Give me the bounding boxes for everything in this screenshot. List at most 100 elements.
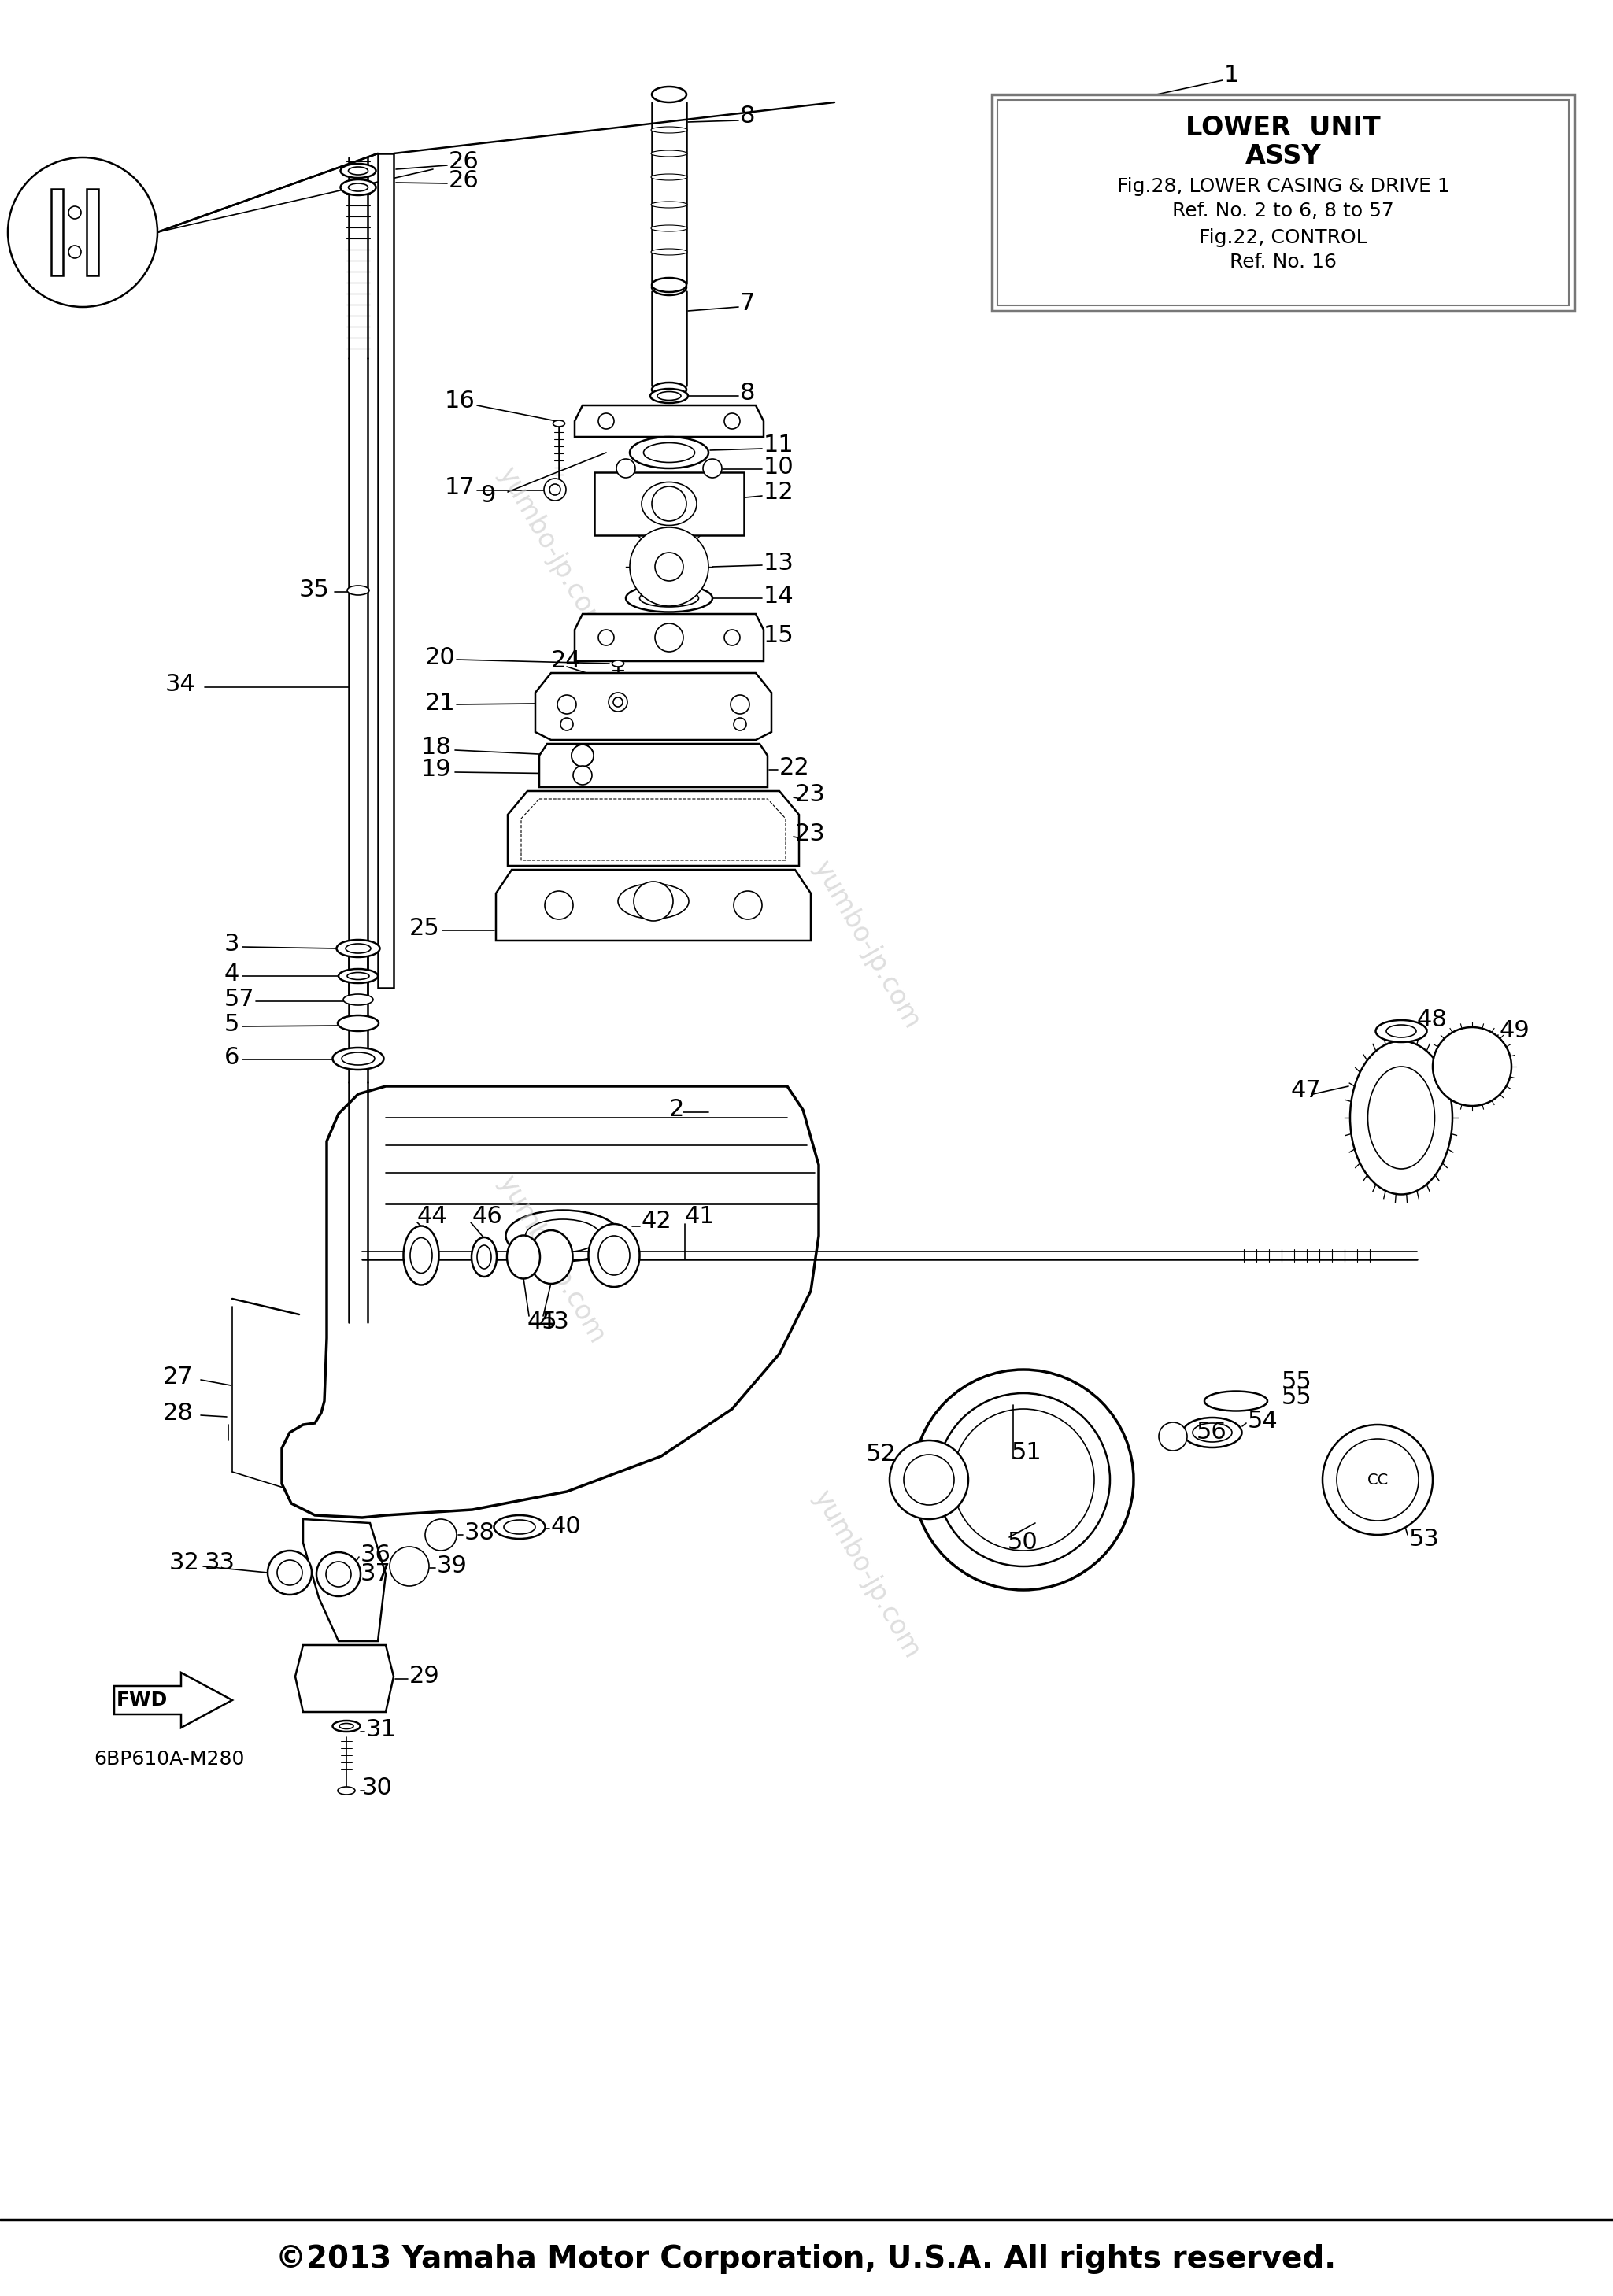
Ellipse shape	[913, 1371, 1134, 1589]
Text: Fig.22, CONTROL: Fig.22, CONTROL	[1198, 227, 1368, 248]
Text: 52: 52	[866, 1444, 897, 1465]
Ellipse shape	[347, 974, 369, 980]
Circle shape	[277, 1559, 302, 1584]
Ellipse shape	[337, 1786, 355, 1795]
Ellipse shape	[471, 1238, 497, 1277]
Text: 8: 8	[740, 381, 755, 404]
Ellipse shape	[589, 1224, 640, 1288]
Circle shape	[629, 528, 708, 606]
Text: 20: 20	[426, 645, 455, 668]
Text: ASSY: ASSY	[1245, 142, 1321, 170]
Text: 56: 56	[1197, 1421, 1227, 1444]
Ellipse shape	[506, 1210, 619, 1261]
Text: 14: 14	[763, 585, 794, 606]
Polygon shape	[87, 188, 98, 276]
Polygon shape	[574, 613, 763, 661]
Ellipse shape	[1386, 1024, 1416, 1038]
Circle shape	[571, 744, 594, 767]
Ellipse shape	[332, 1720, 360, 1731]
Text: 38: 38	[465, 1522, 495, 1545]
Ellipse shape	[339, 969, 377, 983]
Text: yumbo-jp.com: yumbo-jp.com	[492, 461, 610, 641]
Ellipse shape	[937, 1394, 1110, 1566]
Circle shape	[1337, 1440, 1418, 1520]
Circle shape	[326, 1561, 352, 1587]
Text: 21: 21	[426, 693, 455, 714]
Text: 34: 34	[165, 673, 195, 696]
Circle shape	[724, 629, 740, 645]
Ellipse shape	[345, 944, 371, 953]
Text: 23: 23	[795, 822, 826, 845]
Text: 25: 25	[410, 918, 440, 939]
Ellipse shape	[1205, 1391, 1268, 1412]
Ellipse shape	[340, 163, 376, 177]
Text: 42: 42	[642, 1210, 673, 1233]
Ellipse shape	[529, 1231, 573, 1283]
Text: 33: 33	[205, 1552, 235, 1573]
Text: 1: 1	[1224, 64, 1239, 87]
Ellipse shape	[652, 174, 687, 181]
Text: 37: 37	[361, 1564, 390, 1587]
Ellipse shape	[410, 1238, 432, 1274]
Ellipse shape	[506, 1235, 540, 1279]
Ellipse shape	[1376, 1019, 1428, 1042]
Text: 28: 28	[163, 1401, 194, 1424]
Text: 55: 55	[1282, 1371, 1311, 1394]
Text: 57: 57	[224, 987, 255, 1010]
Circle shape	[655, 625, 684, 652]
Circle shape	[68, 246, 81, 257]
Text: 5: 5	[224, 1013, 240, 1035]
Ellipse shape	[344, 994, 373, 1006]
Ellipse shape	[339, 1724, 353, 1729]
Ellipse shape	[618, 884, 689, 918]
Text: 47: 47	[1290, 1079, 1321, 1102]
Text: yumbo-jp.com: yumbo-jp.com	[492, 1171, 610, 1348]
Polygon shape	[115, 1671, 232, 1727]
Ellipse shape	[1368, 1068, 1434, 1169]
Ellipse shape	[652, 149, 687, 156]
Ellipse shape	[337, 939, 379, 957]
Circle shape	[598, 629, 615, 645]
Ellipse shape	[553, 420, 565, 427]
Ellipse shape	[652, 383, 687, 397]
Text: FWD: FWD	[116, 1690, 168, 1711]
Text: 18: 18	[421, 737, 452, 760]
Circle shape	[1432, 1026, 1511, 1107]
Circle shape	[550, 484, 560, 496]
Ellipse shape	[598, 1235, 629, 1274]
Circle shape	[8, 158, 158, 308]
Text: Ref. No. 16: Ref. No. 16	[1229, 253, 1337, 271]
Ellipse shape	[337, 1015, 379, 1031]
Circle shape	[558, 696, 576, 714]
Text: 23: 23	[795, 783, 826, 806]
Circle shape	[703, 459, 723, 478]
Text: 2: 2	[669, 1097, 684, 1120]
Polygon shape	[508, 792, 798, 866]
Ellipse shape	[652, 87, 687, 103]
Circle shape	[608, 693, 627, 712]
Ellipse shape	[348, 184, 368, 191]
Text: 39: 39	[437, 1554, 468, 1577]
Text: Ref. No. 2 to 6, 8 to 57: Ref. No. 2 to 6, 8 to 57	[1173, 202, 1394, 220]
Text: 50: 50	[1008, 1531, 1039, 1554]
Text: 35: 35	[298, 579, 329, 602]
Ellipse shape	[650, 388, 689, 404]
Polygon shape	[377, 154, 394, 987]
Circle shape	[634, 882, 673, 921]
Text: 40: 40	[552, 1515, 582, 1538]
Ellipse shape	[494, 1515, 545, 1538]
Circle shape	[560, 719, 573, 730]
Polygon shape	[52, 188, 63, 276]
Text: 11: 11	[763, 434, 794, 457]
Polygon shape	[992, 94, 1574, 310]
Circle shape	[598, 413, 615, 429]
Text: 9: 9	[481, 484, 495, 507]
Circle shape	[544, 478, 566, 501]
Text: 54: 54	[1248, 1410, 1277, 1433]
Polygon shape	[574, 406, 763, 436]
Text: 12: 12	[763, 480, 794, 503]
Ellipse shape	[348, 168, 368, 174]
Text: 26: 26	[448, 149, 479, 172]
Ellipse shape	[626, 585, 713, 613]
Circle shape	[724, 413, 740, 429]
